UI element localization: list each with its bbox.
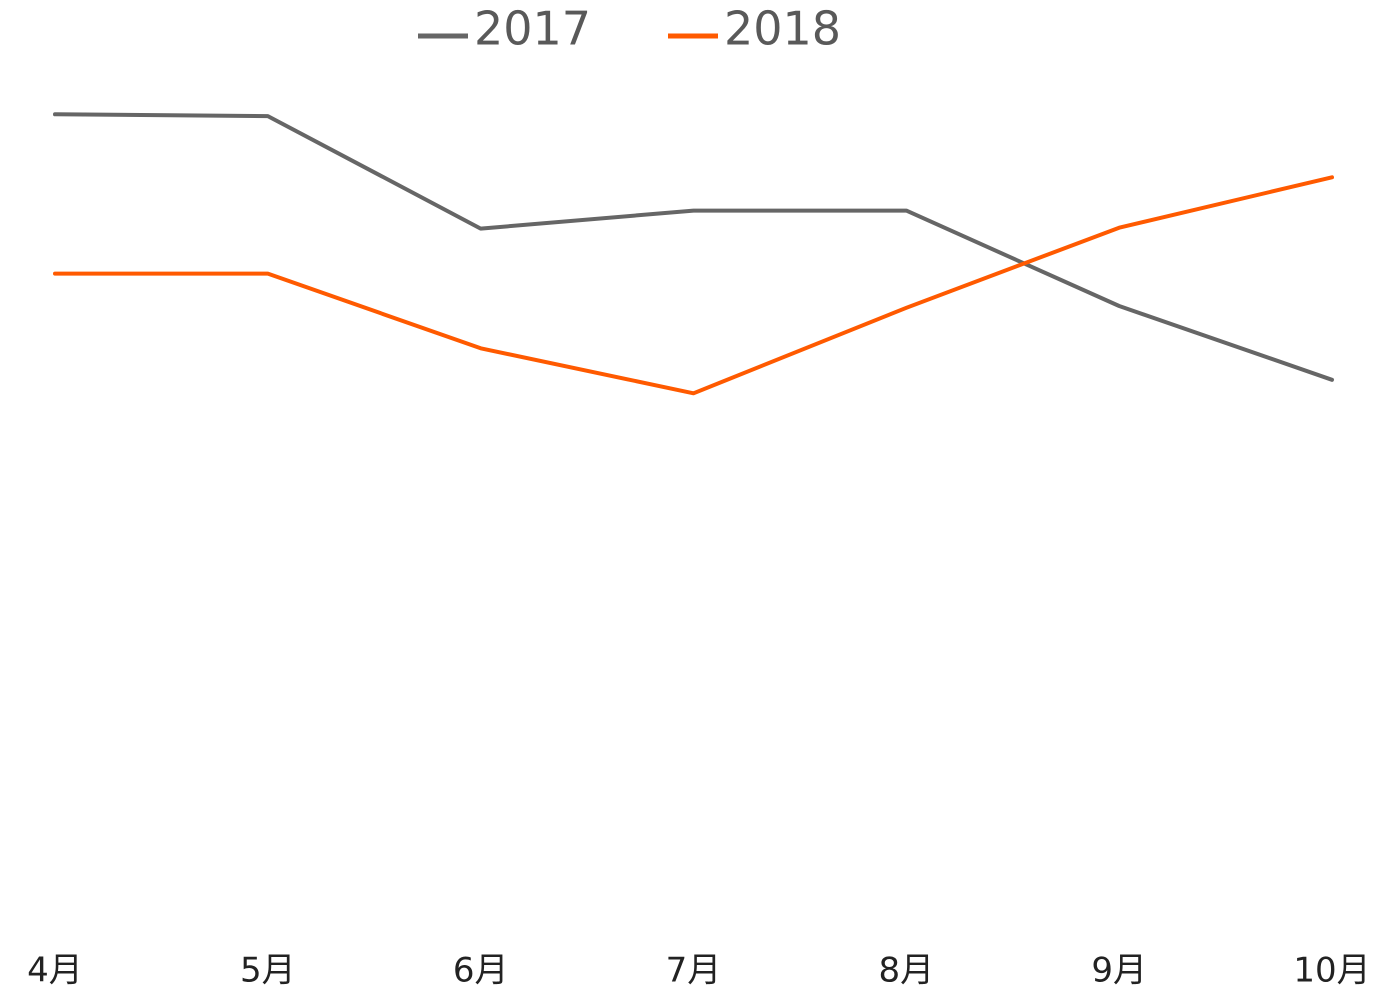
x-tick-label: 4月 [27, 951, 83, 991]
x-tick-label: 5月 [240, 951, 296, 991]
series-line [53, 112, 1334, 382]
legend-label: 2018 [724, 2, 841, 56]
series-line [53, 175, 1334, 396]
x-tick-label: 10月 [1293, 951, 1370, 991]
x-tick-label: 8月 [879, 951, 935, 991]
x-tick-label: 6月 [453, 951, 509, 991]
x-tick-label: 7月 [666, 951, 722, 991]
x-tick-label: 9月 [1091, 951, 1147, 991]
legend-label: 2017 [474, 2, 591, 56]
